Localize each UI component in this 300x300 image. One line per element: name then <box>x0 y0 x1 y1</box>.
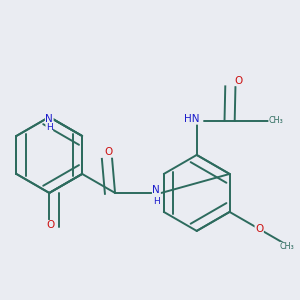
Text: O: O <box>235 76 243 85</box>
Text: CH₃: CH₃ <box>280 242 295 251</box>
Text: O: O <box>47 220 55 230</box>
Text: O: O <box>255 224 263 234</box>
Text: HN: HN <box>184 114 200 124</box>
Text: CH₃: CH₃ <box>269 116 284 125</box>
Text: H: H <box>46 123 52 132</box>
Text: N: N <box>45 114 53 124</box>
Text: H: H <box>153 197 160 206</box>
Text: N: N <box>152 185 160 195</box>
Text: O: O <box>105 147 113 157</box>
